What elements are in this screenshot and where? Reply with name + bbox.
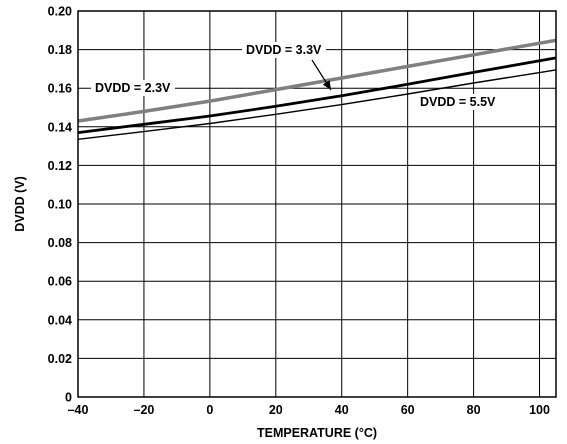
series-line bbox=[77, 69, 557, 140]
y-tick-label: 0.04 bbox=[48, 313, 72, 327]
y-tick-label: 0.06 bbox=[48, 275, 72, 289]
annotation-label: DVDD = 5.5V bbox=[420, 95, 496, 109]
annotation: DVDD = 5.5V bbox=[416, 94, 501, 110]
annotation-background bbox=[242, 42, 327, 58]
y-axis-title: DVDD (V) bbox=[13, 176, 27, 232]
x-tick-label: 20 bbox=[269, 403, 283, 417]
x-tick-label: 40 bbox=[335, 403, 349, 417]
y-tick-label: 0.02 bbox=[48, 352, 72, 366]
annotation: DVDD = 2.3V bbox=[91, 80, 176, 96]
y-tick-label: 0.08 bbox=[48, 236, 72, 250]
series-line bbox=[77, 56, 557, 134]
series-group bbox=[77, 38, 557, 140]
y-tick-label: 0 bbox=[65, 391, 72, 405]
annotation-label: DVDD = 2.3V bbox=[95, 81, 171, 95]
x-axis-title: TEMPERATURE (°C) bbox=[257, 426, 377, 440]
series-line bbox=[77, 38, 557, 123]
x-tick-label: 60 bbox=[401, 403, 415, 417]
annotation-arrowhead bbox=[322, 80, 331, 90]
annotation-background bbox=[91, 80, 176, 96]
plot-frame bbox=[77, 10, 557, 398]
annotation: DVDD = 3.3V bbox=[242, 42, 332, 91]
annotation-group: DVDD = 2.3V DVDD = 3.3V DVDD = 5.5V bbox=[91, 42, 501, 110]
y-tick-label: 0.14 bbox=[48, 120, 72, 134]
x-tick-label: –20 bbox=[134, 403, 155, 417]
y-tick-label: 0.10 bbox=[48, 198, 72, 212]
y-tick-label: 0.20 bbox=[48, 5, 72, 19]
y-tick-label: 0.12 bbox=[48, 159, 72, 173]
x-tick-label: 80 bbox=[467, 403, 481, 417]
x-tick-label: –40 bbox=[68, 403, 89, 417]
annotation-label: DVDD = 3.3V bbox=[246, 43, 322, 57]
y-tick-label: 0.18 bbox=[48, 43, 72, 57]
annotation-background bbox=[416, 94, 501, 110]
y-tick-label: 0.16 bbox=[48, 82, 72, 96]
x-tick-label: 100 bbox=[529, 403, 550, 417]
x-tick-label: 0 bbox=[206, 403, 213, 417]
tick-label-group: –40 –20 0 20 40 60 80 100 0 0.02 0.04 0.06 0.08 0.10 0… bbox=[48, 5, 550, 418]
